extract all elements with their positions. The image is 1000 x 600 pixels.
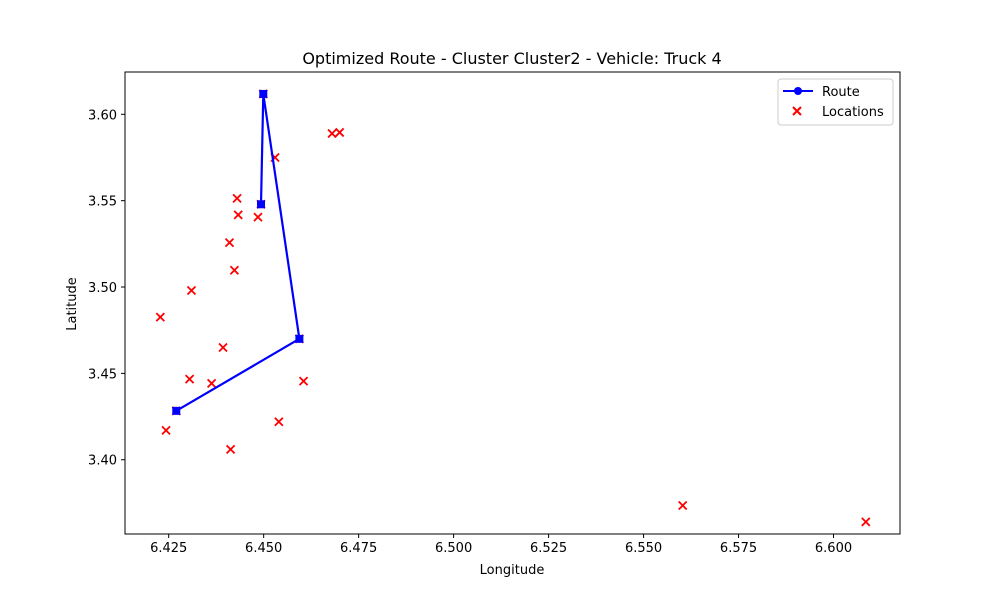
location-point	[298, 376, 309, 386]
location-point	[327, 128, 337, 139]
route-stop-marker	[295, 334, 304, 343]
series-layer	[155, 89, 871, 527]
y-axis-label: Latitude	[65, 277, 80, 331]
legend: Route Locations	[777, 78, 894, 126]
y-tick-label: 3.40	[88, 454, 117, 469]
location-point	[155, 312, 165, 322]
x-tick-label: 6.475	[340, 541, 377, 556]
location-point	[335, 127, 345, 138]
x-tick-label: 6.575	[720, 541, 757, 556]
location-point	[229, 265, 240, 275]
legend-route-label: Route	[822, 85, 860, 100]
location-point	[218, 342, 228, 353]
location-point	[161, 425, 171, 436]
x-axis: 6.425 6.450 6.475 6.500 6.525 6.550 6.575 6.600	[150, 534, 852, 556]
plot-area	[124, 71, 901, 535]
y-tick-label: 3.60	[88, 108, 117, 123]
x-tick-label: 6.550	[625, 541, 662, 556]
location-point	[274, 417, 284, 427]
location-point	[186, 285, 197, 296]
legend-locations-marker	[792, 106, 802, 116]
route-stop-marker	[257, 200, 266, 209]
y-tick-label: 3.50	[88, 281, 117, 296]
location-point	[233, 210, 243, 220]
location-point	[224, 238, 235, 248]
route-stop-marker	[259, 89, 268, 98]
y-tick-label: 3.45	[88, 367, 117, 382]
route-stop-marker	[172, 406, 181, 415]
route-line	[175, 93, 301, 412]
chart-title: Optimized Route - Cluster Cluster2 - Veh…	[302, 49, 721, 68]
location-point	[253, 212, 263, 222]
x-tick-label: 6.525	[530, 541, 567, 556]
x-axis-label: Longitude	[480, 563, 545, 578]
y-axis: 3.40 3.45 3.50 3.55 3.60	[88, 108, 125, 469]
x-tick-label: 6.450	[245, 541, 282, 556]
y-tick-label: 3.55	[88, 195, 117, 210]
legend-route-marker	[794, 87, 802, 95]
location-point	[678, 500, 688, 511]
x-tick-label: 6.600	[815, 541, 852, 556]
location-point	[232, 193, 242, 204]
location-point	[225, 444, 236, 455]
x-tick-label: 6.500	[435, 541, 472, 556]
x-tick-label: 6.425	[150, 541, 187, 556]
legend-locations-label: Locations	[822, 105, 884, 120]
location-point	[184, 374, 195, 384]
location-point	[861, 517, 871, 527]
location-point	[206, 378, 217, 389]
